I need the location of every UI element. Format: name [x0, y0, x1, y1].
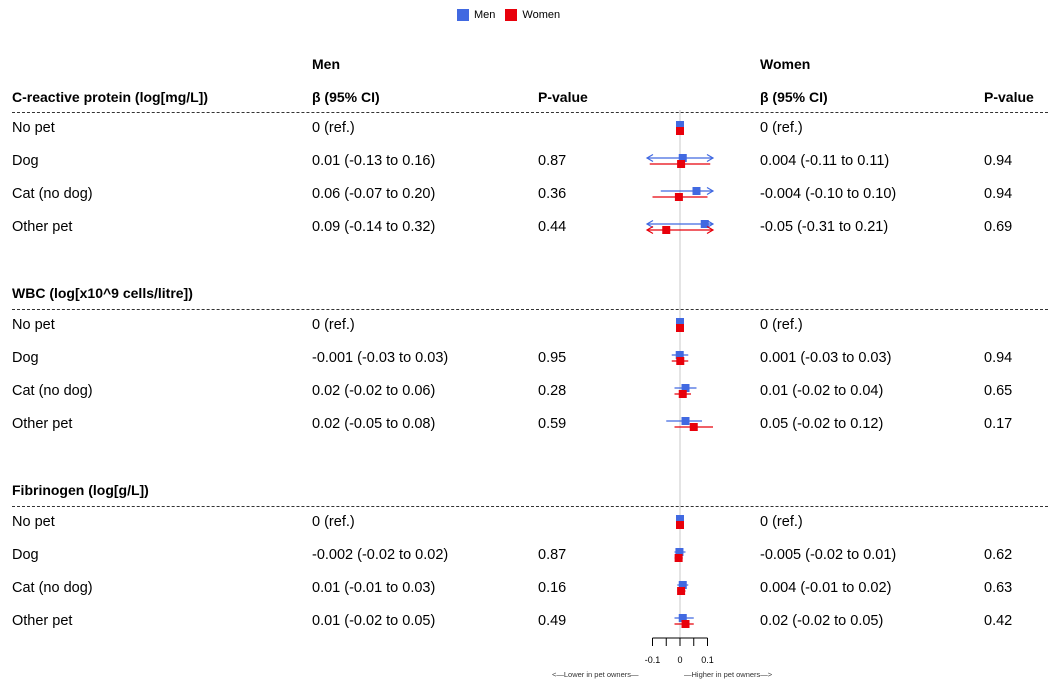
point-estimate-men — [693, 187, 701, 195]
point-estimate-men — [682, 417, 690, 425]
x-axis-tick-label: 0 — [677, 655, 682, 665]
point-estimate-women — [690, 423, 698, 431]
point-estimate-women — [675, 554, 683, 562]
point-estimate-women — [676, 127, 684, 135]
point-estimate-women — [676, 324, 684, 332]
x-axis-tick-label: -0.1 — [645, 655, 661, 665]
point-estimate-women — [676, 521, 684, 529]
point-estimate-women — [677, 160, 685, 168]
point-estimate-women — [682, 620, 690, 628]
point-estimate-women — [676, 357, 684, 365]
x-axis-tick-label: 0.1 — [701, 655, 714, 665]
point-estimate-women — [662, 226, 670, 234]
point-estimate-women — [675, 193, 683, 201]
point-estimate-women — [679, 390, 687, 398]
point-estimate-women — [677, 587, 685, 595]
